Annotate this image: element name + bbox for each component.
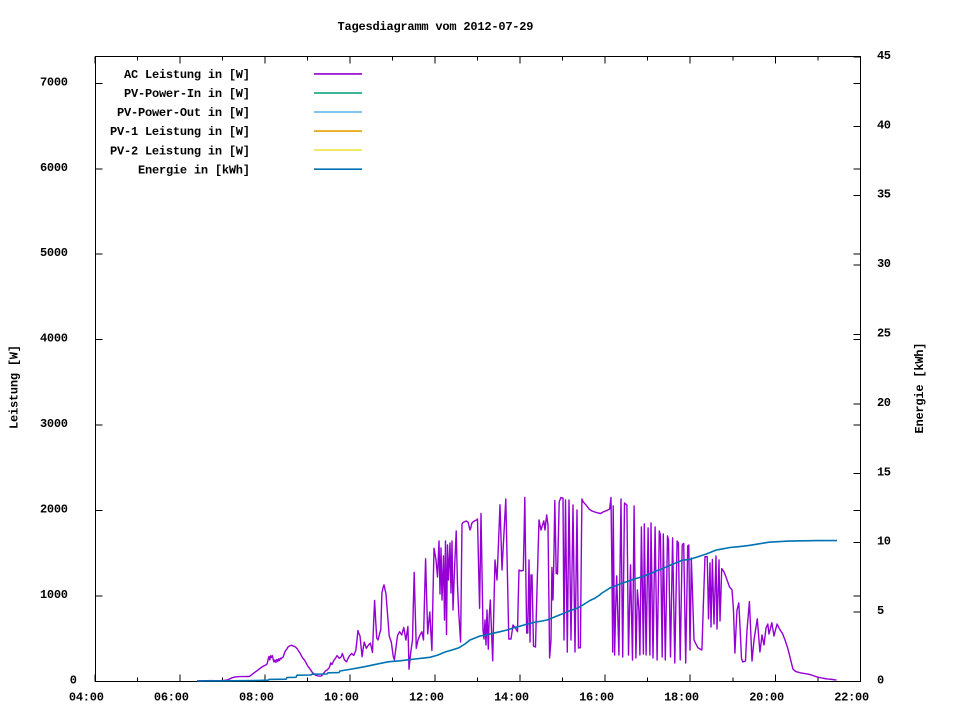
svg-text:3000: 3000 bbox=[40, 417, 68, 431]
svg-text:35: 35 bbox=[877, 188, 891, 202]
svg-text:0: 0 bbox=[70, 674, 77, 688]
svg-text:Tagesdiagramm vom 2012-07-29: Tagesdiagramm vom 2012-07-29 bbox=[338, 20, 534, 34]
svg-text:10: 10 bbox=[877, 535, 891, 549]
svg-text:AC Leistung in [W]: AC Leistung in [W] bbox=[124, 68, 250, 82]
svg-text:40: 40 bbox=[877, 118, 891, 132]
svg-text:Leistung [W]: Leistung [W] bbox=[8, 345, 22, 429]
svg-text:Energie in [kWh]: Energie in [kWh] bbox=[138, 163, 250, 177]
svg-text:4000: 4000 bbox=[40, 332, 68, 346]
svg-text:25: 25 bbox=[877, 327, 891, 341]
svg-text:18:00: 18:00 bbox=[664, 691, 699, 705]
svg-text:5: 5 bbox=[877, 604, 884, 618]
svg-text:14:00: 14:00 bbox=[494, 691, 529, 705]
svg-text:Energie [kWh]: Energie [kWh] bbox=[913, 343, 927, 434]
svg-text:20: 20 bbox=[877, 396, 891, 410]
svg-text:0: 0 bbox=[877, 674, 884, 688]
svg-text:PV-2 Leistung in [W]: PV-2 Leistung in [W] bbox=[110, 144, 250, 158]
svg-text:PV-Power-Out in [W]: PV-Power-Out in [W] bbox=[117, 106, 250, 120]
svg-text:5000: 5000 bbox=[40, 246, 68, 260]
svg-text:45: 45 bbox=[877, 49, 891, 63]
svg-text:06:00: 06:00 bbox=[154, 691, 189, 705]
svg-text:04:00: 04:00 bbox=[69, 691, 104, 705]
svg-text:20:00: 20:00 bbox=[749, 691, 784, 705]
svg-text:15: 15 bbox=[877, 465, 891, 479]
svg-text:12:00: 12:00 bbox=[409, 691, 444, 705]
svg-text:16:00: 16:00 bbox=[579, 691, 614, 705]
svg-text:30: 30 bbox=[877, 257, 891, 271]
svg-text:6000: 6000 bbox=[40, 161, 68, 175]
svg-text:22:00: 22:00 bbox=[834, 691, 869, 705]
svg-text:1000: 1000 bbox=[40, 588, 68, 602]
svg-text:7000: 7000 bbox=[40, 75, 68, 89]
svg-text:PV-1 Leistung in [W]: PV-1 Leistung in [W] bbox=[110, 125, 250, 139]
svg-text:10:00: 10:00 bbox=[324, 691, 359, 705]
svg-text:PV-Power-In in [W]: PV-Power-In in [W] bbox=[124, 87, 250, 101]
svg-text:08:00: 08:00 bbox=[239, 691, 274, 705]
svg-text:2000: 2000 bbox=[40, 503, 68, 517]
